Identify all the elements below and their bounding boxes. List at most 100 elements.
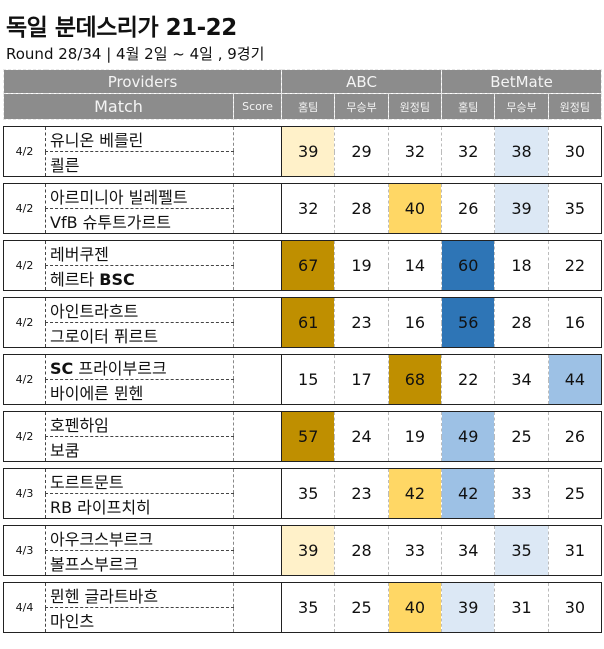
- abc-home-value: 39: [281, 525, 336, 576]
- away-team: 바이에른 뮌헨: [45, 379, 234, 405]
- betmate-away-value: 22: [547, 240, 603, 291]
- row-gap: [4, 234, 602, 241]
- betmate-home-value: 39: [441, 582, 496, 633]
- away-team: 그로이터 퓌르트: [45, 322, 234, 348]
- row-gap: [4, 120, 602, 127]
- abc-draw-value: 19: [334, 240, 389, 291]
- home-team: 뮌헨 글라트바흐: [45, 582, 234, 608]
- odds-table: Providers ABC BetMate Match Score 홈팀 무승부…: [2, 69, 603, 640]
- betmate-away-value: 31: [547, 525, 603, 576]
- abc-header: ABC: [281, 69, 443, 94]
- abc-home-value: 61: [281, 297, 336, 348]
- match-row: 4/2 호펜하임 57 24 19 49 25 26: [3, 411, 603, 462]
- betmate-away-value: 30: [547, 582, 603, 633]
- abc-draw-value: 25: [334, 582, 389, 633]
- betmate-home-value: 22: [441, 354, 496, 405]
- abc-away-value: 33: [387, 525, 443, 576]
- match-date: 4/3: [3, 525, 46, 576]
- betmate-draw-value: 28: [494, 297, 549, 348]
- match-score: [232, 126, 283, 177]
- away-team: 헤르타 BSC: [45, 265, 234, 291]
- match-row-away: 보쿰: [4, 436, 602, 462]
- match-row: 4/2 아인트라흐트 61 23 16 56 28 16: [3, 297, 603, 348]
- row-gap: [4, 462, 602, 469]
- betmate-away-value: 25: [547, 468, 603, 519]
- match-row-away: 쾰른: [4, 151, 602, 177]
- round-info: Round 28/34 | 4월 2일 ~ 4일 , 9경기: [6, 45, 265, 63]
- match-score: [232, 525, 283, 576]
- betmate-home-value: 60: [441, 240, 496, 291]
- home-team: 아인트라흐트: [45, 297, 234, 323]
- row-gap-cell: [4, 291, 602, 298]
- betmate-draw-value: 38: [494, 126, 549, 177]
- away-team: VfB 슈투트가르트: [45, 208, 234, 234]
- abc-away-value: 40: [387, 183, 443, 234]
- match-score: [232, 297, 283, 348]
- match-row-away: 마인츠: [4, 607, 602, 633]
- match-row-away: RB 라이프치히: [4, 493, 602, 519]
- betmate-away-value: 44: [547, 354, 603, 405]
- match-row-away: 헤르타 BSC: [4, 265, 602, 291]
- match-score: [232, 411, 283, 462]
- home-team: 호펜하임: [45, 411, 234, 437]
- row-gap: [4, 177, 602, 184]
- abc-draw-value: 24: [334, 411, 389, 462]
- betmate-home-value: 49: [441, 411, 496, 462]
- match-row-away: 바이에른 뮌헨: [4, 379, 602, 405]
- match-date: 4/4: [3, 582, 46, 633]
- abc-home-value: 35: [281, 582, 336, 633]
- row-gap: [4, 405, 602, 412]
- home-team: 아우크스부르크: [45, 525, 234, 551]
- betmate-draw-header: 무승부: [494, 93, 549, 120]
- betmate-draw-value: 35: [494, 525, 549, 576]
- match-score: [232, 240, 283, 291]
- betmate-draw-value: 18: [494, 240, 549, 291]
- team-abbr: BSC: [99, 270, 135, 289]
- match-row-away: 그로이터 퓌르트: [4, 322, 602, 348]
- betmate-home-value: 56: [441, 297, 496, 348]
- match-row-away: VfB 슈투트가르트: [4, 208, 602, 234]
- away-team: 볼프스부르크: [45, 550, 234, 576]
- row-gap-cell: [4, 519, 602, 526]
- team-abbr: SC: [50, 359, 74, 378]
- home-team: 레버쿠젠: [45, 240, 234, 266]
- abc-away-value: 14: [387, 240, 443, 291]
- row-gap: [4, 519, 602, 526]
- providers-header: Providers: [2, 69, 283, 94]
- row-gap-cell: [4, 462, 602, 469]
- row-gap: [4, 348, 602, 355]
- row-gap-cell: [4, 576, 602, 583]
- abc-draw-value: 17: [334, 354, 389, 405]
- betmate-header: BetMate: [441, 69, 603, 94]
- match-header: Match: [3, 93, 234, 120]
- match-row: 4/2 아르미니아 빌레펠트 32 28 40 26 39 35: [3, 183, 603, 234]
- abc-home-header: 홈팀: [281, 93, 336, 120]
- abc-draw-value: 23: [334, 297, 389, 348]
- betmate-away-header: 원정팀: [547, 93, 603, 120]
- home-team: 아르미니아 빌레펠트: [45, 183, 234, 209]
- abc-home-value: 57: [281, 411, 336, 462]
- match-date: 4/2: [3, 240, 46, 291]
- match-date: 4/2: [3, 183, 46, 234]
- abc-away-value: 32: [387, 126, 443, 177]
- betmate-home-value: 34: [441, 525, 496, 576]
- match-date: 4/2: [3, 354, 46, 405]
- match-score: [232, 468, 283, 519]
- abc-home-value: 32: [281, 183, 336, 234]
- row-gap-cell: [4, 120, 602, 127]
- betmate-draw-value: 39: [494, 183, 549, 234]
- betmate-away-value: 26: [547, 411, 603, 462]
- betmate-home-value: 42: [441, 468, 496, 519]
- home-team: SC 프라이부르크: [45, 354, 234, 380]
- row-gap-cell: [4, 348, 602, 355]
- betmate-draw-value: 33: [494, 468, 549, 519]
- home-team: 유니온 베를린: [45, 126, 234, 152]
- row-gap-cell: [4, 177, 602, 184]
- match-rows: 4/2 유니온 베를린 39 29 32 32 38 30 쾰른 4/2 아르미니아 빌레펠트 32 2…: [3, 120, 603, 640]
- betmate-home-value: 32: [441, 126, 496, 177]
- row-gap: [4, 576, 602, 583]
- abc-away-value: 68: [387, 354, 443, 405]
- away-team: 마인츠: [45, 607, 234, 633]
- betmate-draw-value: 34: [494, 354, 549, 405]
- match-row: 4/2 SC 프라이부르크 15 17 68 22 34 44: [3, 354, 603, 405]
